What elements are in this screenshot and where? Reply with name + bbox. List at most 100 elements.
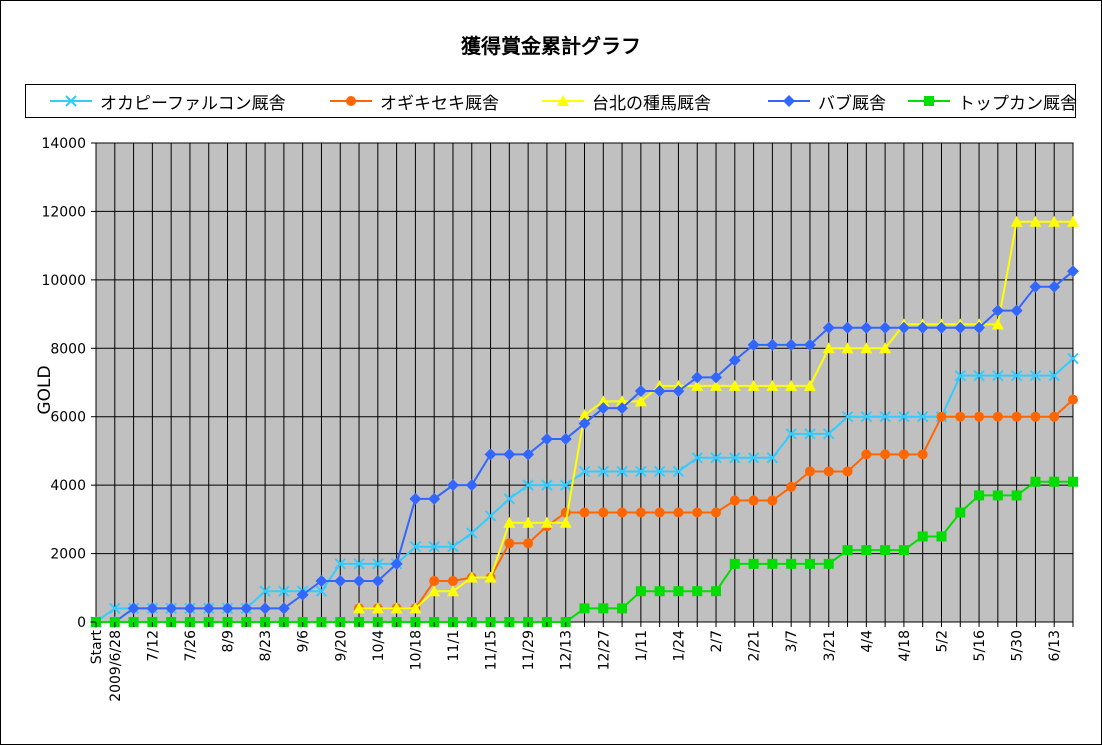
x-tick-label: 7/12: [145, 630, 161, 661]
data-point: [898, 411, 910, 423]
data-point: [691, 379, 704, 391]
data-point: [653, 385, 666, 398]
data-point: [728, 354, 741, 367]
data-point: [691, 371, 704, 384]
data-point: [578, 417, 591, 430]
data-point: [259, 602, 272, 615]
x-tick-label: 11/15: [484, 630, 500, 670]
data-point: [842, 466, 853, 477]
data-point: [879, 411, 891, 423]
data-point: [785, 338, 798, 351]
data-point: [522, 516, 535, 528]
data-point: [822, 342, 835, 354]
data-point: [579, 603, 590, 614]
data-point: [1030, 411, 1041, 422]
data-point: [860, 411, 873, 423]
data-point: [936, 531, 947, 542]
data-point: [672, 385, 685, 398]
data-point: [446, 479, 459, 492]
data-point: [447, 541, 459, 553]
x-tick-label: 2/7: [709, 630, 725, 653]
data-point: [955, 411, 966, 422]
data-point: [504, 538, 515, 549]
data-point: [540, 432, 553, 445]
data-point: [635, 586, 646, 597]
series-4: [90, 265, 1079, 628]
y-tick-label: 10000: [41, 273, 86, 289]
data-point: [617, 603, 628, 614]
data-point: [747, 379, 760, 391]
data-point: [974, 411, 985, 422]
legend-label-series-5: トップカン厩舎: [958, 93, 1077, 114]
x-tick-label: 12/13: [559, 630, 575, 670]
x-tick-label: 12/27: [596, 630, 612, 670]
data-point: [729, 495, 740, 506]
data-point: [861, 545, 872, 556]
legend-item-series-1: オカピーファルコン厩舎: [48, 89, 286, 114]
data-point: [841, 411, 854, 423]
data-point: [823, 466, 834, 477]
data-point: [842, 545, 853, 556]
data-point: [672, 465, 685, 478]
data-point: [296, 588, 309, 601]
legend-item-series-3: 台北の種馬厩舎: [540, 89, 711, 114]
data-point: [109, 602, 121, 615]
data-point: [334, 558, 346, 570]
data-point: [353, 558, 365, 570]
data-point: [1048, 369, 1060, 382]
data-point: [748, 495, 759, 506]
x-tick-label: 2/21: [747, 630, 763, 661]
x-tick-label: Start: [89, 629, 105, 664]
y-tick-label: 12000: [41, 204, 86, 220]
data-point: [409, 541, 422, 553]
data-point: [579, 507, 590, 518]
data-point: [654, 586, 665, 597]
data-point: [1067, 265, 1079, 278]
legend-marker-square-icon: [908, 96, 950, 106]
data-point: [804, 466, 815, 477]
data-point: [353, 602, 366, 614]
legend-marker-x-icon: [50, 95, 92, 107]
data-point: [823, 558, 834, 569]
x-tick-label: 7/26: [183, 630, 199, 662]
x-tick-label: 5/2: [934, 630, 950, 653]
data-point: [484, 571, 497, 583]
legend-marker-triangle-icon: [542, 95, 584, 106]
data-point: [635, 507, 646, 518]
data-point: [747, 452, 760, 464]
data-point: [1067, 352, 1079, 365]
data-point: [729, 558, 740, 569]
data-point: [597, 395, 610, 407]
data-point: [616, 402, 629, 415]
data-point: [1068, 394, 1078, 405]
data-point: [221, 602, 234, 615]
data-point: [860, 342, 873, 354]
data-point: [748, 558, 759, 569]
y-tick-label: 4000: [50, 478, 86, 494]
data-point: [202, 602, 215, 615]
data-point: [710, 379, 723, 391]
data-point: [541, 479, 553, 491]
data-point: [466, 527, 478, 539]
series-1: [90, 352, 1079, 628]
data-point: [711, 586, 722, 597]
data-point: [409, 492, 422, 505]
data-point: [1048, 215, 1061, 227]
x-tick-label: 4/4: [859, 630, 875, 653]
data-point: [992, 411, 1003, 422]
x-tick-label: 6/13: [1047, 630, 1063, 661]
data-point: [785, 379, 798, 391]
data-point: [617, 507, 628, 518]
data-point: [1029, 215, 1042, 227]
data-point: [804, 428, 816, 440]
data-point: [1048, 280, 1061, 293]
data-point: [973, 369, 985, 382]
data-point: [898, 449, 909, 460]
data-point: [1049, 411, 1060, 422]
data-point: [127, 602, 140, 615]
y-axis-label: GOLD: [35, 365, 55, 414]
data-point: [1011, 411, 1022, 422]
data-point: [898, 545, 909, 556]
data-point: [597, 465, 609, 478]
data-point: [1029, 280, 1042, 293]
